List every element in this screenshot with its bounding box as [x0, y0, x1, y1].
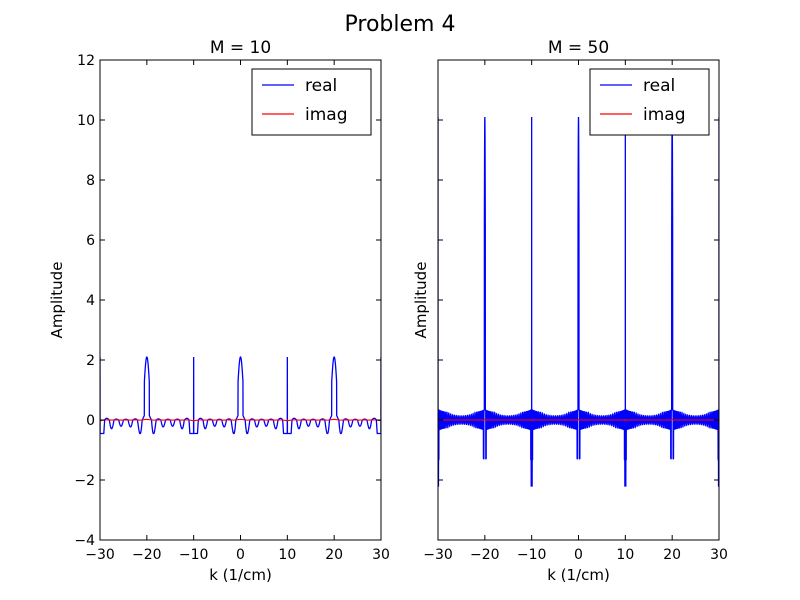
- legend-box: [251, 68, 372, 136]
- legend: real imag: [589, 68, 710, 136]
- legend-label-imag: imag: [643, 105, 686, 125]
- x-tick-label: −30: [423, 547, 453, 563]
- x-tick-label: 0: [236, 547, 245, 563]
- x-tick-label: 10: [278, 547, 296, 563]
- y-tick-label: 2: [86, 353, 95, 369]
- x-tick-label: −20: [132, 547, 162, 563]
- y-tick-label: 0: [86, 413, 95, 429]
- figure-title: Problem 4: [345, 12, 456, 37]
- y-tick-label: 6: [86, 233, 95, 249]
- series-line-imag: [438, 418, 719, 422]
- y-axis-label: Amplitude: [412, 262, 430, 339]
- x-axis-label: k (1/cm): [547, 566, 610, 584]
- x-axis-label: k (1/cm): [209, 566, 272, 584]
- subplot-title: M = 10: [210, 38, 271, 58]
- x-tick-label: 0: [574, 547, 583, 563]
- legend-box: [589, 68, 710, 136]
- x-tick-label: 30: [710, 547, 728, 563]
- y-tick-label: 8: [86, 173, 95, 189]
- x-tick-label: 30: [372, 547, 390, 563]
- x-tick-label: −30: [85, 547, 115, 563]
- x-tick-label: −10: [517, 547, 547, 563]
- x-tick-label: 20: [663, 547, 681, 563]
- x-tick-label: 20: [325, 547, 343, 563]
- x-tick-label: −20: [470, 547, 500, 563]
- x-tick-label: 10: [616, 547, 634, 563]
- subplot-m50: −30 −20 −10 0 10 20 30 M = 50 k (1/cm) Amplitude r…: [412, 38, 728, 584]
- y-tick-label: −4: [74, 533, 95, 549]
- legend: real imag: [251, 68, 372, 136]
- y-axis-label: Amplitude: [48, 262, 66, 339]
- legend-label-imag: imag: [305, 105, 348, 125]
- y-tick-label: 10: [77, 113, 95, 129]
- series-line-real: [100, 356, 381, 435]
- legend-label-real: real: [305, 76, 337, 96]
- x-tick-label: −10: [179, 547, 209, 563]
- series-group: [100, 356, 381, 435]
- y-tick-label: 4: [86, 293, 95, 309]
- plot-area: [100, 60, 381, 540]
- series-line-imag: [100, 418, 381, 422]
- y-tick-label: 12: [77, 53, 95, 69]
- legend-label-real: real: [643, 76, 675, 96]
- subplot-title: M = 50: [548, 38, 609, 58]
- y-tick-label: −2: [74, 473, 95, 489]
